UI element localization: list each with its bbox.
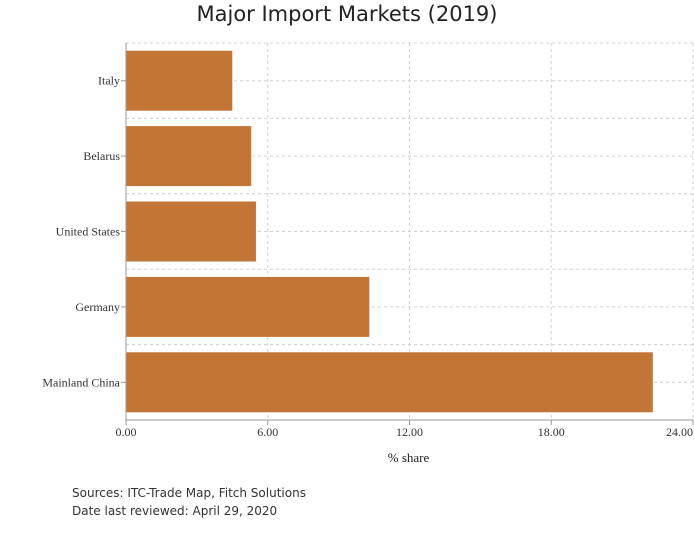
x-tick-label: 12.00 bbox=[396, 425, 423, 439]
y-tick-label: Belarus bbox=[83, 149, 120, 163]
chart-footer: Sources: ITC-Trade Map, Fitch Solutions … bbox=[72, 484, 306, 520]
x-tick-label: 0.00 bbox=[116, 425, 137, 439]
x-tick-label: 24.00 bbox=[666, 425, 693, 439]
chart-title: Major Import Markets (2019) bbox=[196, 2, 498, 26]
bar-germany bbox=[126, 276, 370, 337]
bar-italy bbox=[126, 50, 233, 111]
y-tick-label: Italy bbox=[98, 74, 120, 88]
x-tick-label: 6.00 bbox=[257, 425, 278, 439]
x-axis-title: % share bbox=[388, 450, 430, 465]
bar-belarus bbox=[126, 126, 252, 187]
y-tick-label: United States bbox=[56, 225, 121, 239]
x-tick-label: 18.00 bbox=[538, 425, 565, 439]
bar-mainland-china bbox=[126, 352, 653, 413]
bar-united-states bbox=[126, 201, 256, 262]
y-tick-label: Mainland China bbox=[42, 375, 120, 389]
review-date: Date last reviewed: April 29, 2020 bbox=[72, 504, 278, 518]
source-note: Sources: ITC-Trade Map, Fitch Solutions bbox=[72, 486, 306, 500]
y-tick-label: Germany bbox=[75, 300, 120, 314]
